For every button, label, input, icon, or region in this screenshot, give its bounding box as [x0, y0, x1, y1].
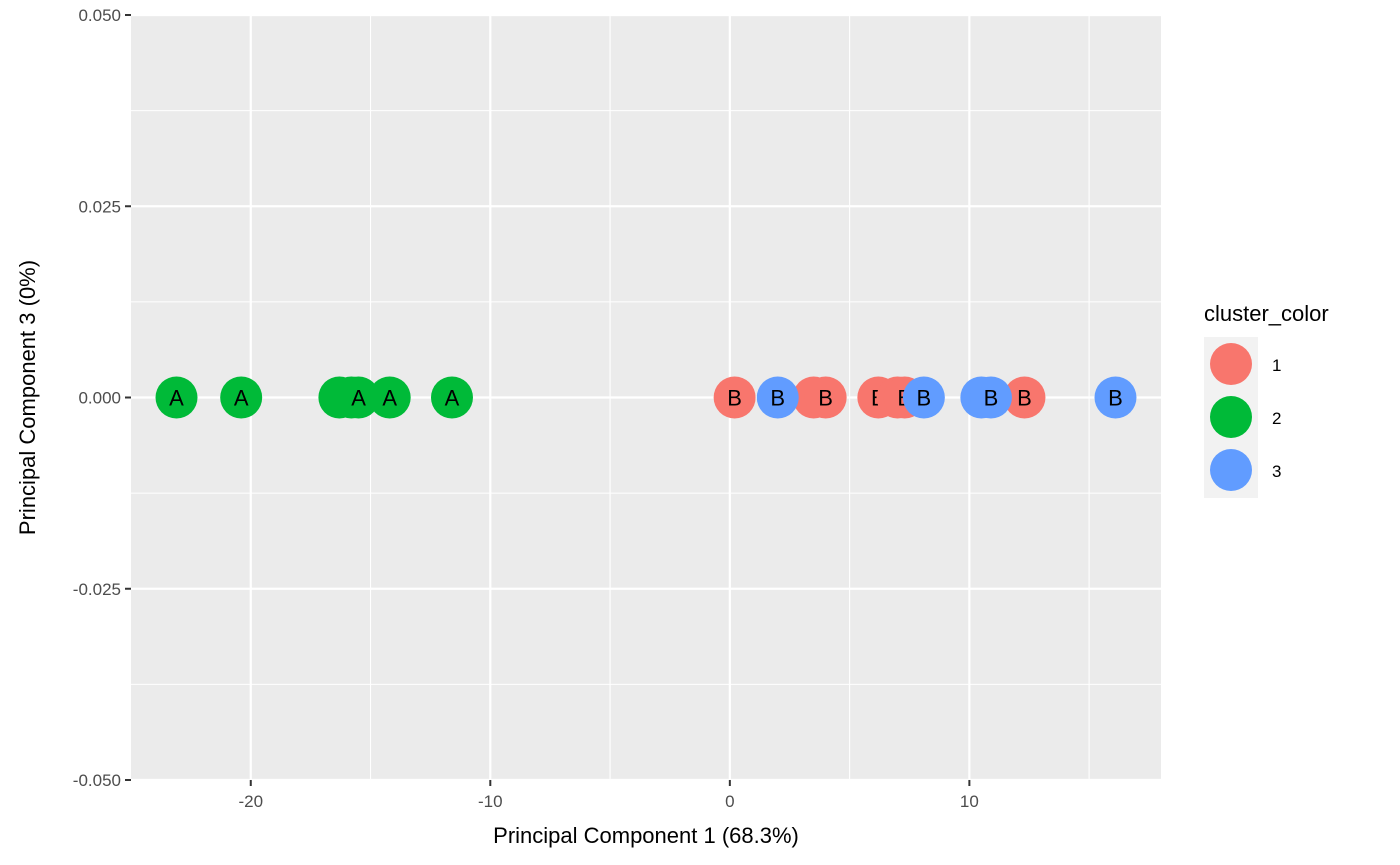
data-point: B	[1003, 376, 1046, 419]
legend-entry: 1	[1210, 343, 1281, 385]
data-point: A	[337, 376, 380, 419]
point-marker	[804, 376, 847, 419]
point-label: B	[917, 386, 932, 411]
point-marker	[220, 376, 263, 419]
point-label: B	[1017, 386, 1032, 411]
point-label: A	[234, 386, 249, 411]
legend-key	[1210, 343, 1252, 385]
y-axis: -0.050 -0.025 0.000 0.025 0.050	[73, 6, 131, 790]
x-tick-label: 10	[960, 792, 979, 811]
point-label: B	[1108, 386, 1123, 411]
data-point: A	[155, 376, 198, 419]
x-axis-title: Principal Component 1 (68.3%)	[493, 823, 799, 848]
point-label: B	[818, 386, 833, 411]
data-point: A	[368, 376, 411, 419]
data-point: B	[969, 376, 1012, 419]
y-tick-label: 0.000	[78, 389, 121, 408]
point-label: A	[351, 386, 366, 411]
point-label: A	[382, 386, 397, 411]
y-tick-label: -0.050	[73, 771, 121, 790]
x-tick-label: 0	[725, 792, 734, 811]
y-tick-label: -0.025	[73, 580, 121, 599]
y-tick-label: 0.050	[78, 6, 121, 25]
point-label: B	[984, 386, 999, 411]
y-tick-label: 0.025	[78, 197, 121, 216]
legend-entries: 1 2 3	[1210, 343, 1281, 491]
point-marker	[155, 376, 198, 419]
point-marker	[756, 376, 799, 419]
data-points: AAAAAAABBBBBBBBBBBB	[155, 376, 1137, 419]
data-point: B	[756, 376, 799, 419]
point-marker	[1094, 376, 1137, 419]
point-marker	[368, 376, 411, 419]
data-point: A	[430, 376, 473, 419]
legend-label: 2	[1272, 409, 1281, 428]
point-marker	[902, 376, 945, 419]
data-point: B	[713, 376, 756, 419]
legend-label: 1	[1272, 356, 1281, 375]
data-point: A	[220, 376, 263, 419]
data-point: B	[1094, 376, 1137, 419]
x-tick-label: -20	[238, 792, 263, 811]
legend-entry: 2	[1210, 396, 1281, 438]
point-label: A	[445, 386, 460, 411]
x-axis: -20 -10 0 10	[238, 780, 979, 811]
legend-key	[1210, 449, 1252, 491]
legend-title: cluster_color	[1204, 301, 1329, 326]
legend-entry: 3	[1210, 449, 1281, 491]
legend-key	[1210, 396, 1252, 438]
legend-label: 3	[1272, 462, 1281, 481]
point-label: B	[770, 386, 785, 411]
point-label: B	[727, 386, 742, 411]
point-marker	[969, 376, 1012, 419]
point-marker	[1003, 376, 1046, 419]
point-marker	[713, 376, 756, 419]
point-marker	[430, 376, 473, 419]
legend: cluster_color 1 2 3	[1204, 301, 1329, 498]
point-label: A	[169, 386, 184, 411]
y-axis-title: Principal Component 3 (0%)	[15, 260, 40, 535]
data-point: B	[804, 376, 847, 419]
point-marker	[337, 376, 380, 419]
x-tick-label: -10	[478, 792, 503, 811]
data-point: B	[902, 376, 945, 419]
